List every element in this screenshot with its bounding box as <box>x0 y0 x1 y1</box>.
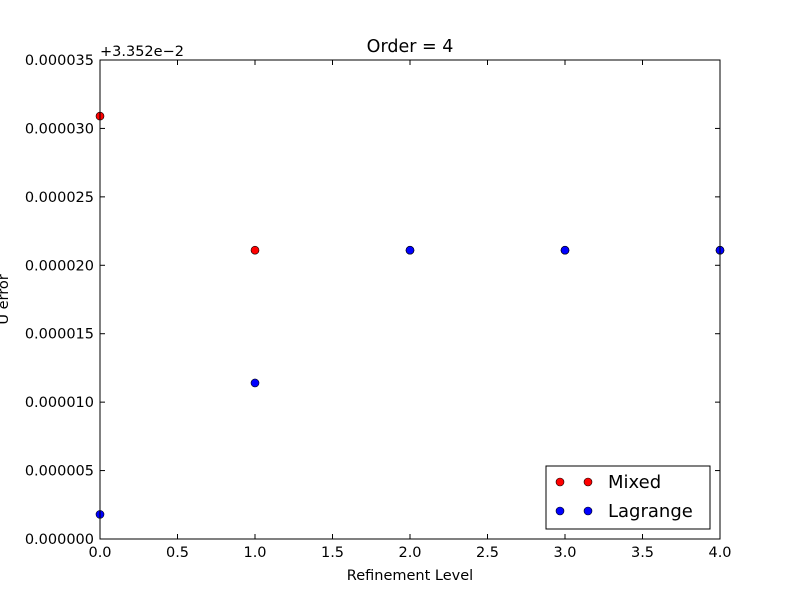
axis-ticks: 0.0 0.5 1.0 1.5 2.0 2.5 3.0 3.5 4.0 0.000000 0.000… <box>25 53 732 561</box>
legend-box <box>545 465 711 530</box>
x-tick-label: 3.0 <box>553 545 576 561</box>
x-tick-label: 2.0 <box>398 545 421 561</box>
x-tick-label: 0.5 <box>166 545 189 561</box>
legend-marker <box>555 477 565 487</box>
y-tick-label: 0.000025 <box>25 190 94 206</box>
x-tick-label: 4.0 <box>708 545 731 561</box>
legend-marker <box>555 506 565 516</box>
chart-title: Order = 4 <box>367 37 454 57</box>
y-tick-label: 0.000015 <box>25 327 94 343</box>
lagrange-point <box>250 378 260 388</box>
legend-label: Mixed <box>608 472 661 493</box>
x-tick-label: 3.5 <box>631 545 654 561</box>
legend: Mixed Lagrange <box>545 465 711 530</box>
legend-marker <box>583 506 593 516</box>
y-tick-label: 0.000035 <box>25 53 94 69</box>
y-axis-label: U error <box>0 274 12 324</box>
x-axis-label: Refinement Level <box>347 568 473 584</box>
x-tick-label: 2.5 <box>476 545 499 561</box>
y-tick-label: 0.000020 <box>25 258 94 274</box>
plot-area-frame <box>99 59 721 540</box>
y-tick-label: 0.000030 <box>25 121 94 137</box>
legend-marker <box>583 477 593 487</box>
x-tick-label: 1.0 <box>243 545 266 561</box>
y-axis-offset-label: +3.352e−2 <box>100 44 184 60</box>
x-tick-label: 0.0 <box>88 545 111 561</box>
y-tick-label: 0.000005 <box>25 464 94 480</box>
mixed-point <box>250 245 260 255</box>
legend-label: Lagrange <box>608 501 693 522</box>
x-tick-label: 1.5 <box>321 545 344 561</box>
y-tick-label: 0.000000 <box>25 532 94 548</box>
y-tick-label: 0.000010 <box>25 395 94 411</box>
lagrange-point <box>405 245 415 255</box>
lagrange-point <box>560 245 570 255</box>
